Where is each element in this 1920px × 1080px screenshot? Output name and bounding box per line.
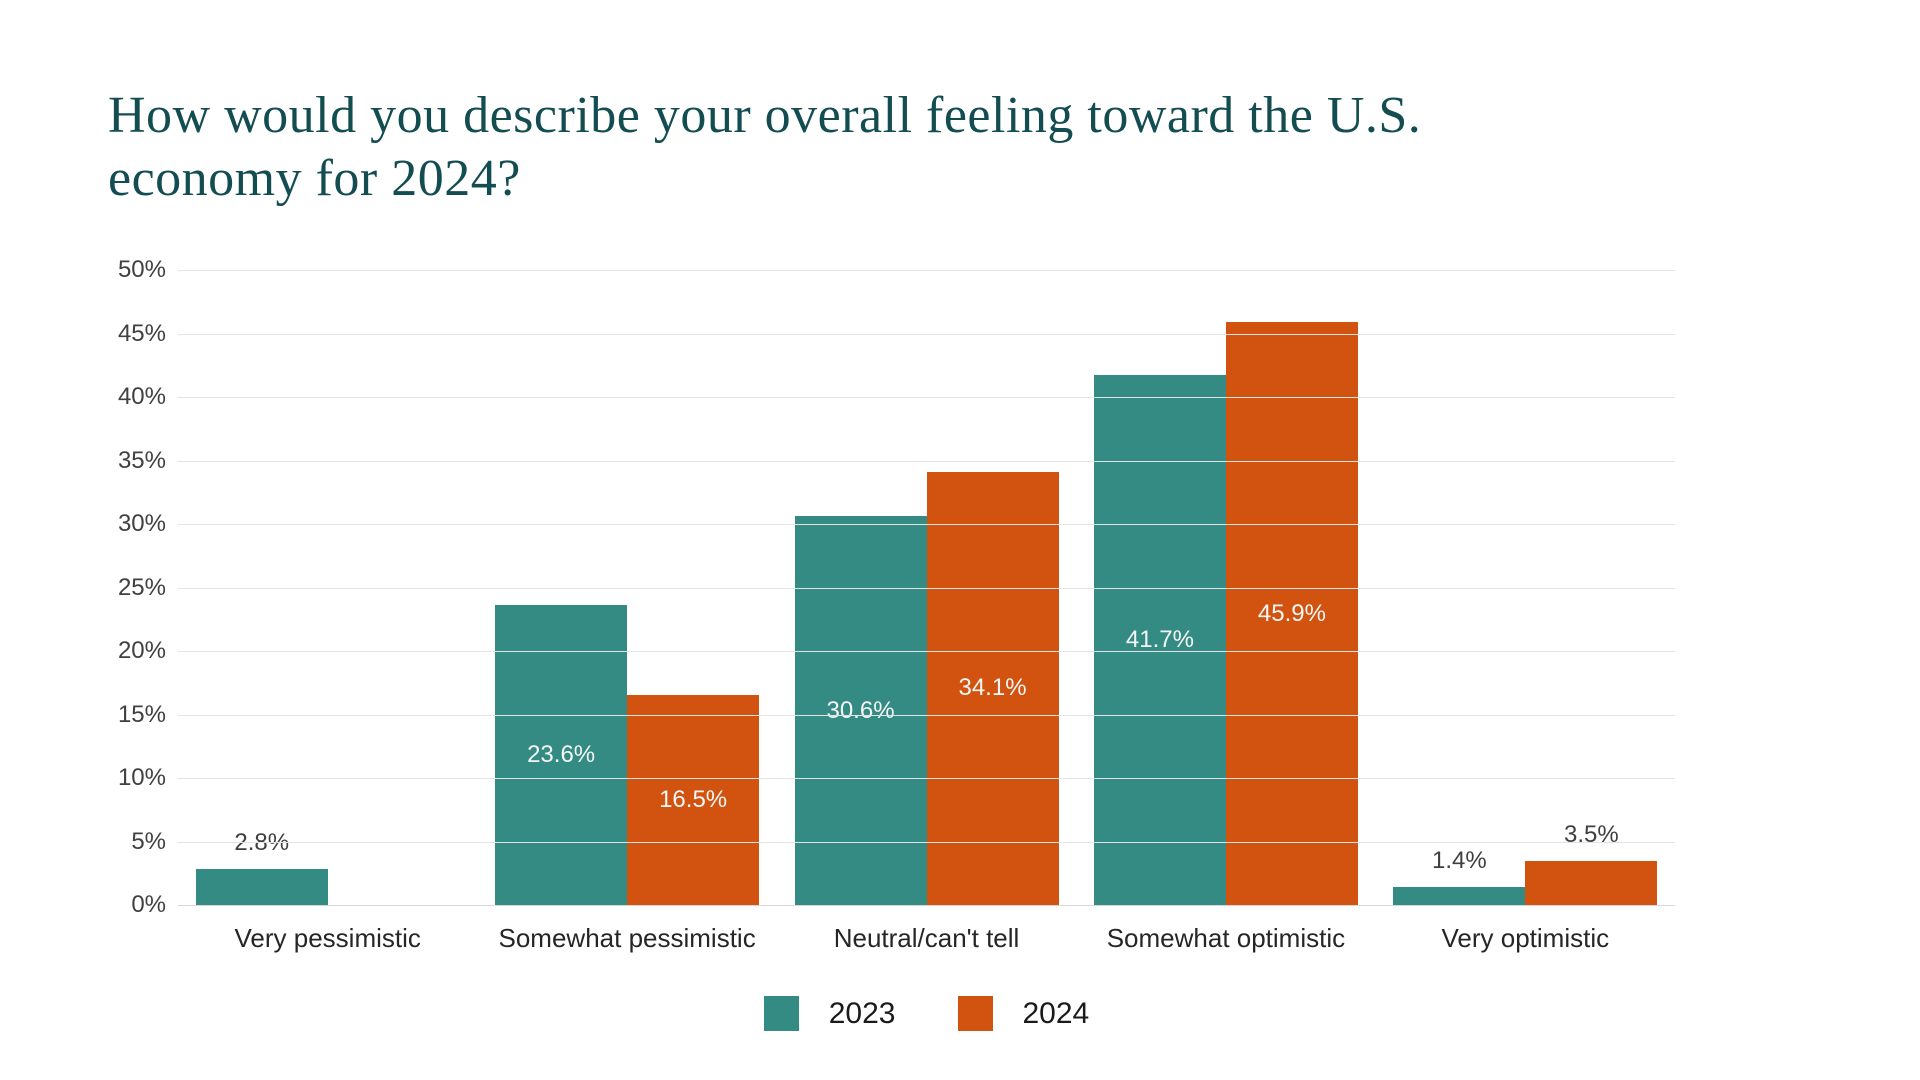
category-label-very-pessimistic: Very pessimistic xyxy=(234,923,421,953)
legend: 2023 2024 xyxy=(178,996,1675,1031)
legend-item-2023: 2023 xyxy=(763,996,896,1031)
bar-value-label: 34.1% xyxy=(958,674,1027,702)
bar-value-label: 30.6% xyxy=(826,696,895,724)
bar-value-label: 41.7% xyxy=(1125,626,1194,654)
bar-2024-neutral-can-t-tell: 34.1% xyxy=(926,471,1059,905)
legend-label-2024: 2024 xyxy=(1022,996,1090,1030)
legend-swatch-2024 xyxy=(957,996,993,1031)
y-tick-label: 25% xyxy=(117,573,166,601)
bar-pair: 2.8% xyxy=(178,829,477,905)
bar-2024-somewhat-optimistic: 45.9% xyxy=(1225,322,1358,905)
bar-2023-somewhat-optimistic: 41.7% xyxy=(1093,375,1226,905)
x-axis-baseline xyxy=(178,905,1675,906)
gridline xyxy=(178,841,1675,843)
y-tick-label: 15% xyxy=(117,700,166,728)
bar-pair: 1.4% 3.5% xyxy=(1376,821,1675,905)
bar-pair: 23.6% 16.5% xyxy=(477,605,776,905)
category-group-very-optimistic: 1.4% 3.5% Very optimistic xyxy=(1376,270,1675,953)
y-tick-label: 0% xyxy=(131,891,166,918)
y-tick-label: 30% xyxy=(117,510,166,537)
gridline xyxy=(178,333,1675,335)
y-tick-label: 35% xyxy=(117,446,166,474)
y-tick-label: 10% xyxy=(117,764,166,791)
bar-2023-somewhat-pessimistic: 23.6% xyxy=(495,605,628,905)
gridline xyxy=(178,524,1675,525)
plot-area: 2.8% Very pessimistic 23.6% 16.5% Somewhat p… xyxy=(178,270,1675,953)
gridline xyxy=(178,714,1675,716)
chart-title: How would you describe your overall feel… xyxy=(108,84,1421,210)
bar-2024-very-optimistic: 3.5% xyxy=(1525,821,1658,905)
bar-pair: 30.6% 34.1% xyxy=(777,471,1076,905)
category-label-very-optimistic: Very optimistic xyxy=(1441,923,1610,953)
category-group-somewhat-optimistic: 41.7% 45.9% Somewhat optimistic xyxy=(1076,270,1375,953)
category-label-somewhat-pessimistic: Somewhat pessimistic xyxy=(498,923,756,953)
y-tick-label: 45% xyxy=(117,319,166,347)
gridline xyxy=(178,397,1675,398)
gridline xyxy=(178,587,1675,589)
category-label-neutral-can-t-tell: Neutral/can't tell xyxy=(833,923,1020,953)
bar-2024-somewhat-pessimistic: 16.5% xyxy=(627,695,760,905)
bar-value-label: 1.4% xyxy=(1431,847,1487,875)
gridline xyxy=(178,651,1675,652)
category-group-neutral-can-t-tell: 30.6% 34.1% Neutral/can't tell xyxy=(777,270,1076,953)
legend-label-2023: 2023 xyxy=(828,996,896,1030)
gridline xyxy=(178,460,1675,462)
chart-title-line-1: How would you describe your overall feel… xyxy=(108,87,1422,144)
bar-value-label: 2.8% xyxy=(234,829,290,857)
legend-swatch-2023 xyxy=(763,996,799,1031)
y-tick-label: 20% xyxy=(117,637,166,664)
category-label-somewhat-optimistic: Somewhat optimistic xyxy=(1106,923,1346,953)
bar-2023-very-optimistic: 1.4% xyxy=(1393,847,1526,905)
gridline xyxy=(178,778,1675,779)
bar-value-label: 45.9% xyxy=(1257,599,1326,627)
bar-value-label: 23.6% xyxy=(527,741,596,769)
gridline xyxy=(178,270,1675,271)
bar-value-label: 3.5% xyxy=(1563,820,1619,848)
category-group-somewhat-pessimistic: 23.6% 16.5% Somewhat pessimistic xyxy=(477,270,776,953)
bar-2023-neutral-can-t-tell: 30.6% xyxy=(794,516,927,905)
legend-item-2024: 2024 xyxy=(957,996,1090,1031)
chart-title-line-2: economy for 2024? xyxy=(108,150,521,207)
bar-groups: 2.8% Very pessimistic 23.6% 16.5% Somewhat p… xyxy=(178,270,1675,953)
bar-2023-very-pessimistic: 2.8% xyxy=(195,829,328,905)
bar-pair: 41.7% 45.9% xyxy=(1076,322,1375,905)
y-tick-label: 5% xyxy=(131,827,166,855)
y-tick-label: 40% xyxy=(117,383,166,410)
bar-value-label: 16.5% xyxy=(659,786,728,814)
y-tick-label: 50% xyxy=(117,256,166,283)
category-group-very-pessimistic: 2.8% Very pessimistic xyxy=(178,270,477,953)
